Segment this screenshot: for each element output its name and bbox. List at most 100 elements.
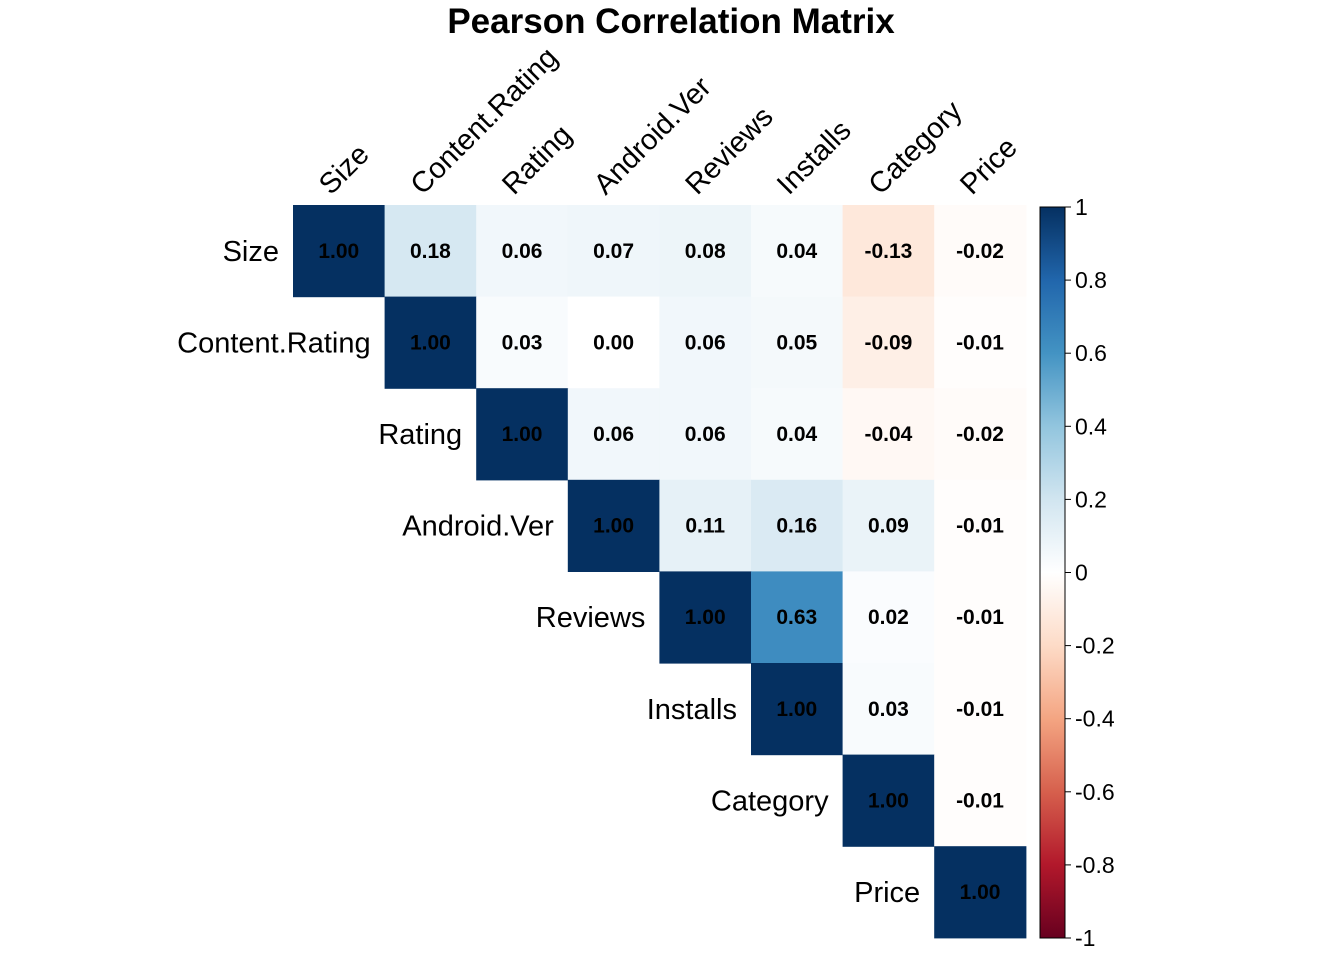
cell-value-label: 0.02 (868, 606, 909, 629)
heatmap-cell-content-rating-price (934, 296, 1027, 389)
cell-value-label: 0.06 (502, 240, 543, 263)
cell-value-label: 1.00 (318, 240, 359, 263)
column-label: Installs (771, 114, 857, 200)
colorbar-tick-label: -0.6 (1075, 779, 1115, 805)
column-label: Rating (496, 119, 578, 201)
heatmap-cell-size-content-rating (384, 205, 477, 298)
colorbar-tick-label: -0.8 (1075, 852, 1115, 878)
column-label: Category (863, 95, 969, 201)
color-legend: 1 0.8 0.6 0.4 0.2 0 -0.2 -0.4 -0.6 -0.8 -1 (1039, 194, 1115, 951)
cell-value-label: 1.00 (960, 881, 1001, 904)
heatmap-cell-size-price (934, 205, 1027, 298)
cell-value-label: 1.00 (776, 698, 817, 721)
heatmap-cell-rating-android-ver (567, 388, 660, 481)
heatmap-cell-size-rating (476, 205, 569, 298)
heatmap-cell-content-rating-reviews (659, 296, 752, 389)
heatmap-cell-size-installs (751, 205, 844, 298)
heatmap-cell-content-rating-android-ver (567, 296, 660, 389)
heatmap-cell-installs-category (842, 663, 935, 756)
heatmap-cell-reviews-category (842, 571, 935, 664)
cell-value-label: -0.02 (956, 240, 1004, 263)
row-label: Rating (378, 419, 462, 451)
cell-value-label: -0.13 (864, 240, 912, 263)
heatmap-cell-reviews-price (934, 571, 1027, 664)
row-label: Android.Ver (402, 511, 554, 543)
cell-value-label: 0.06 (593, 423, 634, 446)
heatmap-cell-rating-reviews (659, 388, 752, 481)
heatmap-cell-rating-price (934, 388, 1027, 481)
heatmap-cell-content-rating-category (842, 296, 935, 389)
column-label: Price (954, 132, 1023, 201)
cell-value-label: 0.00 (593, 331, 634, 354)
colorbar-tick-label: -0.2 (1075, 633, 1115, 659)
cell-value-label: -0.01 (956, 789, 1004, 812)
colorbar-tick-label: 0.4 (1075, 413, 1107, 439)
row-label: Content.Rating (177, 327, 370, 359)
cell-value-label: -0.01 (956, 698, 1004, 721)
colorbar-tick-label: 0.6 (1075, 340, 1107, 366)
row-label: Category (711, 785, 829, 817)
colorbar-tick-label: -0.4 (1075, 706, 1115, 732)
cell-value-label: 0.06 (685, 331, 726, 354)
cell-value-label: 1.00 (410, 331, 451, 354)
heatmap-cells: 1.00 0.18 0.06 0.07 0.08 0.04 -0.13 -0.02 1.00 0.… (293, 205, 1027, 939)
heatmap-cell-android-ver-price (934, 479, 1027, 572)
cell-value-label: -0.02 (956, 423, 1004, 446)
heatmap-cell-installs-installs (751, 663, 844, 756)
cell-value-label: 0.06 (685, 423, 726, 446)
colorbar-tick-label: 0 (1075, 560, 1088, 586)
chart-title: Pearson Correlation Matrix (447, 2, 895, 41)
cell-value-label: 0.04 (776, 423, 817, 446)
cell-value-label: -0.01 (956, 606, 1004, 629)
column-label: Size (313, 138, 376, 201)
heatmap-cell-content-rating-installs (751, 296, 844, 389)
colorbar-tick-label: 0.8 (1075, 267, 1107, 293)
cell-value-label: 1.00 (502, 423, 543, 446)
colorbar-gradient (1039, 206, 1066, 939)
heatmap-cell-category-price (934, 754, 1027, 847)
heatmap-cell-size-android-ver (567, 205, 660, 298)
colorbar-tick-label: 0.2 (1075, 486, 1107, 512)
heatmap-cell-content-rating-content-rating (384, 296, 477, 389)
colorbar-tick-label: -1 (1075, 925, 1095, 951)
row-label: Size (223, 236, 279, 268)
heatmap-cell-rating-rating (476, 388, 569, 481)
row-label: Price (854, 877, 920, 909)
cell-value-label: 1.00 (593, 515, 634, 538)
cell-value-label: 0.05 (776, 331, 817, 354)
cell-value-label: 0.09 (868, 515, 909, 538)
cell-value-label: -0.01 (956, 515, 1004, 538)
row-label: Reviews (536, 602, 646, 634)
heatmap-cell-reviews-reviews (659, 571, 752, 664)
cell-value-label: 1.00 (685, 606, 726, 629)
cell-value-label: 0.03 (868, 698, 909, 721)
cell-value-label: 0.11 (685, 515, 725, 538)
cell-value-label: 0.03 (502, 331, 543, 354)
heatmap-cell-android-ver-category (842, 479, 935, 572)
heatmap-cell-rating-category (842, 388, 935, 481)
cell-value-label: 1.00 (868, 789, 909, 812)
heatmap-cell-size-reviews (659, 205, 752, 298)
cell-value-label: -0.04 (864, 423, 912, 446)
cell-value-label: -0.01 (956, 331, 1004, 354)
cell-value-label: -0.09 (864, 331, 912, 354)
heatmap-cell-size-size (293, 205, 386, 298)
heatmap-cell-category-category (842, 754, 935, 847)
heatmap-cell-android-ver-android-ver (567, 479, 660, 572)
cell-value-label: 0.04 (776, 240, 817, 263)
cell-value-label: 0.18 (410, 240, 451, 263)
heatmap-cell-content-rating-rating (476, 296, 569, 389)
colorbar-ticks: 1 0.8 0.6 0.4 0.2 0 -0.2 -0.4 -0.6 -0.8 -1 (1065, 194, 1115, 951)
heatmap-cell-installs-price (934, 663, 1027, 756)
cell-value-label: 0.63 (776, 606, 817, 629)
heatmap-cell-rating-installs (751, 388, 844, 481)
heatmap-cell-price-price (934, 846, 1027, 939)
cell-value-label: 0.08 (685, 240, 726, 263)
colorbar-tick-label: 1 (1075, 194, 1088, 220)
heatmap-cell-size-category (842, 205, 935, 298)
cell-value-label: 0.16 (776, 515, 817, 538)
row-labels: Size Content.Rating Rating Android.Ver Revie… (177, 236, 920, 909)
